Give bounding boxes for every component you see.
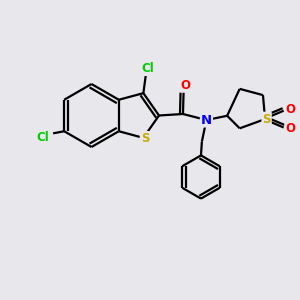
Text: O: O xyxy=(180,79,190,92)
Text: N: N xyxy=(201,113,212,127)
Text: S: S xyxy=(262,112,271,126)
Text: O: O xyxy=(285,122,295,135)
Text: Cl: Cl xyxy=(141,62,154,75)
Text: Cl: Cl xyxy=(37,131,50,144)
Text: S: S xyxy=(141,132,149,145)
Text: O: O xyxy=(285,103,295,116)
